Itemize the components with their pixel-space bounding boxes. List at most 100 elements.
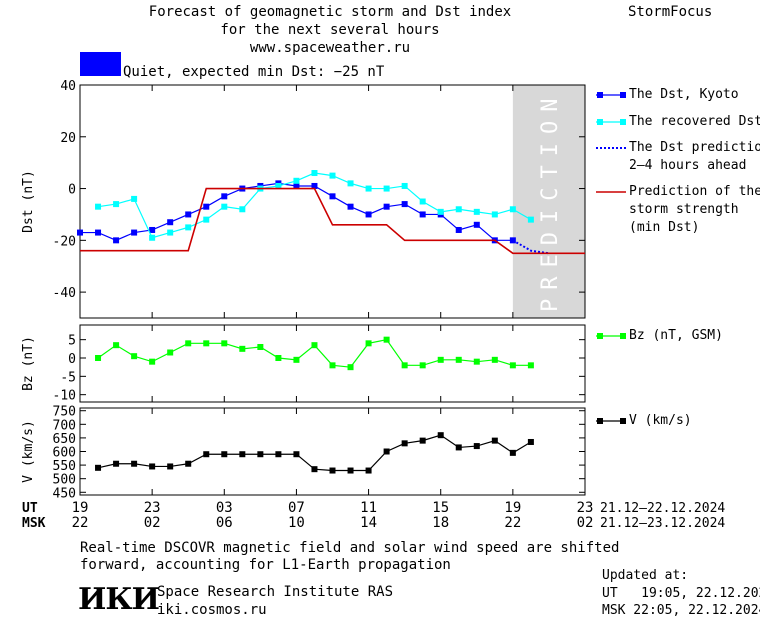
data-point <box>113 460 120 467</box>
data-point <box>419 211 426 218</box>
msk-tick-label: 02 <box>144 515 161 531</box>
data-point <box>401 440 408 447</box>
data-point <box>149 463 156 470</box>
ut-tick-label: 19 <box>72 500 89 516</box>
y-tick-label: 0 <box>68 352 76 367</box>
y-tick-label: 5 <box>68 334 76 349</box>
data-point <box>131 229 138 236</box>
chart-title-url[interactable]: www.spaceweather.ru <box>249 40 411 56</box>
y-tick-label: 750 <box>53 405 76 420</box>
legend-recovered-dst-swatch-marker <box>620 119 626 125</box>
legend-dst-kyoto-swatch-marker <box>597 92 603 98</box>
y-tick-label: -5 <box>60 370 76 385</box>
legend-v-label: V (km/s) <box>629 413 692 428</box>
y-tick-label: 600 <box>53 446 76 461</box>
data-point <box>311 182 318 189</box>
data-point <box>455 226 462 233</box>
legend-storm-strength-label-2: storm strength <box>629 202 739 217</box>
data-point <box>329 362 336 369</box>
data-point <box>203 203 210 210</box>
data-point <box>221 193 228 200</box>
data-point <box>239 345 246 352</box>
data-point <box>383 336 390 343</box>
legend-storm-strength-label-1: Prediction of the <box>629 184 760 199</box>
data-point <box>293 356 300 363</box>
data-point <box>311 170 318 177</box>
data-point <box>527 216 534 223</box>
legend-bz-swatch-marker <box>597 333 603 339</box>
data-point <box>329 193 336 200</box>
iki-logo: ИКИ <box>78 582 160 617</box>
panel-0-ylabel: Dst (nT) <box>21 170 36 233</box>
data-point <box>509 449 516 456</box>
legend-storm-strength-label-3: (min Dst) <box>629 220 700 235</box>
data-point <box>473 221 480 228</box>
series-line-0-3 <box>80 187 585 255</box>
data-point <box>491 356 498 363</box>
data-point <box>509 206 516 213</box>
y-tick-label: 450 <box>53 486 76 501</box>
data-point <box>347 364 354 371</box>
data-point <box>293 177 300 184</box>
ut-axis-label: UT <box>22 501 38 516</box>
data-point <box>131 460 138 467</box>
ut-tick-label: 07 <box>288 500 305 516</box>
data-point <box>491 437 498 444</box>
data-point <box>401 201 408 208</box>
data-point <box>473 443 480 450</box>
data-point <box>77 229 83 236</box>
ut-date-range: 21.12–22.12.2024 <box>600 501 726 516</box>
msk-tick-label: 22 <box>504 515 521 531</box>
data-point <box>419 362 426 369</box>
panel-2-ylabel: V (km/s) <box>21 420 36 483</box>
data-point <box>329 172 336 179</box>
legend-v-swatch-marker <box>597 418 603 424</box>
updated-msk: MSK 22:05, 22.12.2024 <box>602 603 760 618</box>
data-point <box>491 211 498 218</box>
data-point <box>401 362 408 369</box>
data-point <box>149 234 156 241</box>
panel-1-ylabel: Bz (nT) <box>21 336 36 391</box>
panel-0: 40 20 0 -20 -40 Dst (nT) <box>21 79 586 319</box>
data-point <box>275 355 282 361</box>
data-point <box>437 208 444 215</box>
ut-tick-label: 11 <box>360 500 377 516</box>
data-point <box>221 451 228 458</box>
y-tick-label: 0 <box>68 183 76 198</box>
data-point <box>437 432 444 439</box>
data-point <box>149 226 156 233</box>
y-tick-label: 20 <box>60 131 76 146</box>
data-point <box>473 358 480 365</box>
series-line-2-0 <box>97 434 532 472</box>
legend-recovered-dst-label: The recovered Dst <box>629 114 760 129</box>
prediction-band-text: PREDICTION <box>538 90 563 312</box>
y-tick-label: 650 <box>53 432 76 447</box>
data-point <box>455 356 462 363</box>
data-point <box>95 203 102 210</box>
data-point <box>383 185 390 192</box>
data-point <box>131 353 138 360</box>
ut-tick-label: 19 <box>504 500 521 516</box>
y-tick-label: -10 <box>53 389 76 404</box>
msk-tick-label: 06 <box>216 515 233 531</box>
data-point <box>509 362 516 369</box>
data-point <box>293 451 300 458</box>
institute-site-link[interactable]: iki.cosmos.ru <box>157 602 267 618</box>
data-point <box>365 340 372 347</box>
legend-dst-prediction-label-1: The Dst prediction <box>629 140 760 155</box>
footer-note-line-1: Real-time DSCOVR magnetic field and sola… <box>80 540 620 556</box>
panel-1: 5 0 -5 -10 Bz (nT) <box>21 324 586 404</box>
data-point <box>527 362 534 369</box>
data-point <box>329 467 336 474</box>
data-point <box>437 356 444 363</box>
data-point <box>203 340 210 347</box>
data-point <box>473 208 480 215</box>
y-tick-label: 700 <box>53 418 76 433</box>
data-point <box>347 467 354 474</box>
msk-tick-label: 02 <box>577 515 594 531</box>
chart-title-line-2: for the next several hours <box>220 22 440 38</box>
data-point <box>95 464 102 471</box>
legend-bz-swatch-marker <box>620 333 626 339</box>
